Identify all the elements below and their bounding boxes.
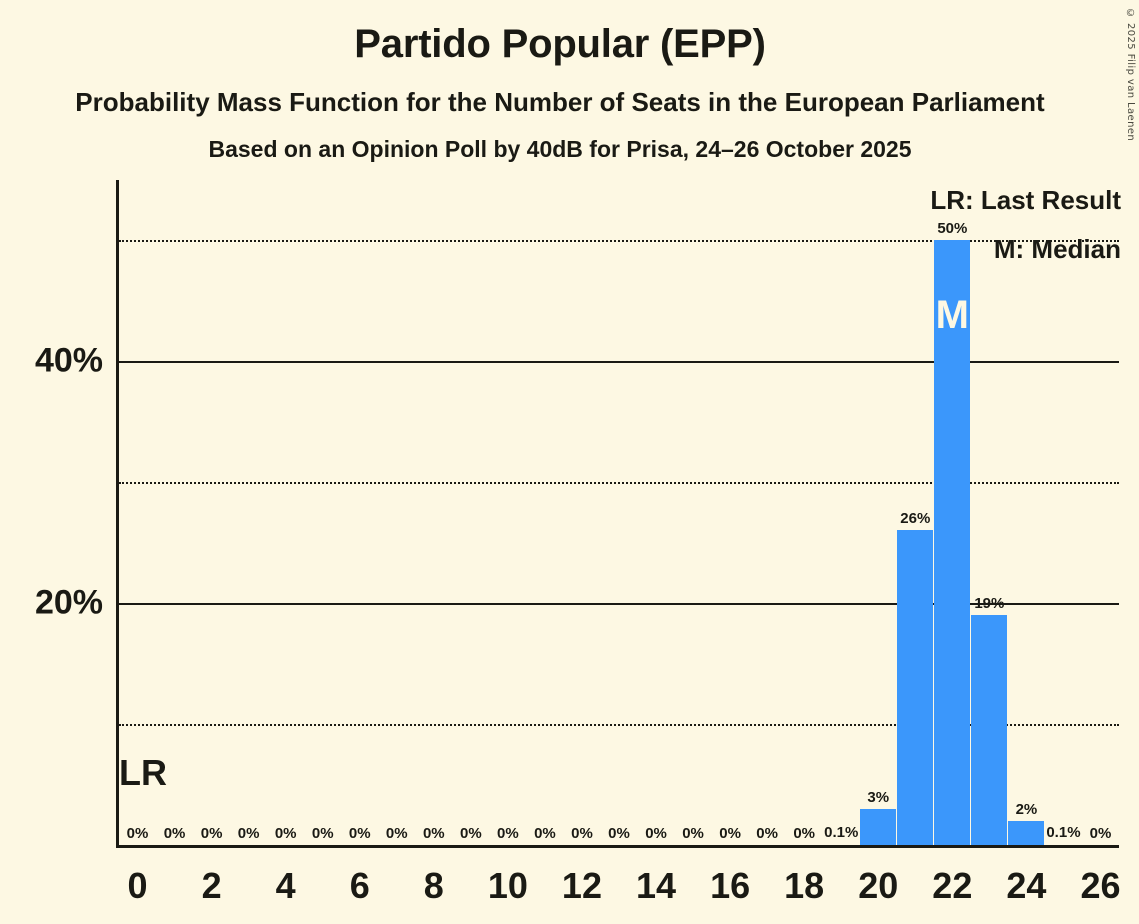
legend-median: M: Median [993,234,1121,264]
x-tick-label: 14 [636,865,677,906]
copyright-notice: © 2025 Filip van Laenen [1125,8,1136,142]
bar-value-label: 0% [385,825,408,842]
bar-value-label: 0% [163,825,186,842]
x-tick-label: 4 [275,865,296,906]
bar-value-label: 26% [900,510,931,528]
bar-value-label: 2% [1015,800,1038,818]
bar [860,808,896,845]
legend-last-result: LR: Last Result [930,185,1121,215]
bar-value-label: 0% [682,825,704,842]
bar-value-label: 0% [645,825,667,842]
bar-value-label: 0% [571,825,593,842]
bar [897,530,933,845]
bar-value-label: 0% [534,825,556,842]
x-tick-label: 18 [784,865,825,906]
x-tick-label: 26 [1080,865,1121,906]
bar-value-label: 0% [756,825,778,842]
x-tick-label: 12 [561,865,602,906]
bar-value-label: 0% [348,825,371,842]
bar-value-label: 19% [974,595,1005,613]
last-result-marker: LR [119,752,167,793]
x-tick-label: 20 [858,865,899,906]
x-tick-label: 10 [487,865,528,906]
gridline-40pct [119,361,1119,363]
gridline-50pct [119,240,1119,242]
chart-subtitle-primary: Probability Mass Function for the Number… [75,87,1045,117]
bar-value-label: 0% [311,825,334,842]
x-tick-label: 22 [932,865,973,906]
bar-value-label: 0.1% [1046,823,1081,841]
y-tick-label: 40% [34,341,103,380]
bar-value-label: 0% [422,825,445,842]
x-tick-label: 8 [423,865,444,906]
bar [971,615,1007,845]
bar-value-label: 0% [460,825,482,842]
x-axis [116,845,1119,848]
x-tick-label: 2 [201,865,222,906]
bar-value-label: 0% [719,825,741,842]
bar-value-label: 0% [608,825,630,842]
bar-value-label: 50% [937,220,968,237]
bar-value-label: 0.1% [824,823,859,841]
x-tick-label: 6 [349,865,370,906]
x-tick-label: 16 [710,865,751,906]
page-title: Partido Popular (EPP) [354,22,766,66]
gridline-20pct [119,603,1119,605]
chart-subtitle-source: Based on an Opinion Poll by 40dB for Pri… [208,136,912,162]
bar-value-label: 0% [274,825,297,842]
plot-area: 0% 0% 0% 0% 0% 0% 0% 0% 0% 0% 0% 0% 0% 0% 0% 0% 0% 0% 0% 0.… [119,180,1119,845]
bar-value-label: 0% [497,825,519,842]
y-axis [116,180,119,848]
x-tick-label: 0 [127,865,148,906]
bar [934,240,970,845]
bar [1008,820,1044,845]
gridline-10pct [119,724,1119,726]
bar-value-label: 0% [126,825,149,842]
x-tick-label: 24 [1006,865,1047,906]
median-marker: M [935,293,969,337]
bar-value-label: 3% [867,788,890,806]
bar-value-label: 0% [793,825,816,842]
gridline-30pct [119,482,1119,484]
bar-value-label: 0% [237,825,260,842]
y-tick-label: 20% [34,583,103,622]
bar-value-label: 0% [1089,825,1112,842]
bar-value-label: 0% [200,825,223,842]
